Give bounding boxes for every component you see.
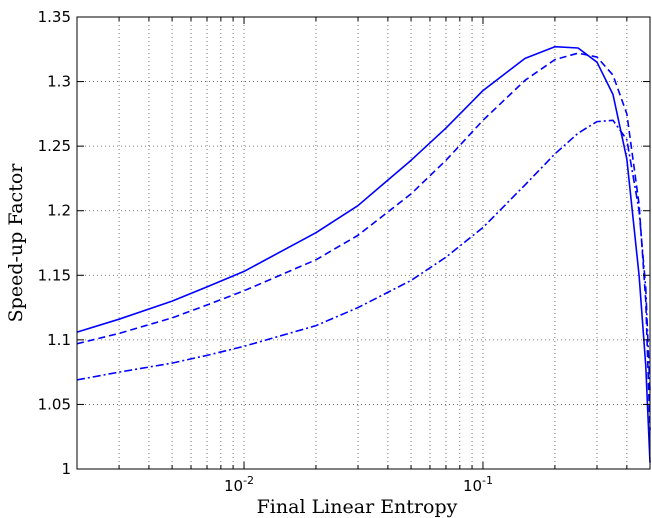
x-tick-label: 10-2 [224, 474, 254, 495]
x-tick-label-base: 10 [463, 477, 482, 495]
y-tick-label: 1 [61, 460, 71, 478]
y-tick-label: 1.3 [47, 73, 71, 91]
series-line-dashdot [76, 119, 651, 392]
x-tick-label-exponent: -2 [243, 474, 254, 487]
x-tick-label: 10-1 [463, 474, 493, 495]
y-tick-label: 1.05 [38, 395, 71, 413]
series-line-dashed [76, 52, 651, 431]
y-tick-label: 1.15 [38, 266, 71, 284]
x-axis-label: Final Linear Entropy [257, 496, 458, 518]
series-line-solid [76, 45, 651, 463]
y-tick-label: 1.35 [38, 8, 71, 26]
y-tick-label: 1.25 [38, 137, 71, 155]
x-tick-label-base: 10 [224, 477, 243, 495]
y-tick-label: 1.1 [47, 331, 71, 349]
plot-frame [76, 16, 651, 470]
y-axis-label: Speed-up Factor [5, 163, 27, 323]
grid-lines [77, 17, 650, 469]
data-series [76, 45, 651, 463]
y-tick-label: 1.2 [47, 202, 71, 220]
x-tick-label-exponent: -1 [482, 474, 493, 487]
